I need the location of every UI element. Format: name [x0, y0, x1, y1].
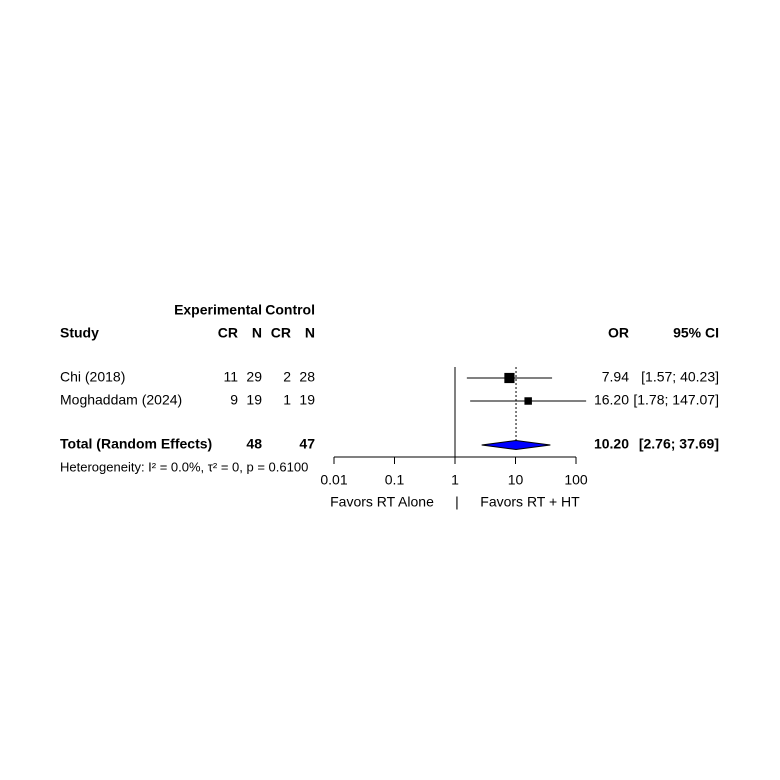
x-tick-label: 1	[451, 472, 459, 488]
ctrl-total: 28	[299, 369, 315, 385]
column-header: N	[305, 325, 315, 341]
total-exp: 48	[246, 436, 262, 452]
or-label: 7.94	[602, 369, 629, 385]
column-header: N	[252, 325, 262, 341]
heterogeneity: Heterogeneity: I² = 0.0%, τ² = 0, p = 0.…	[60, 459, 308, 474]
total-ci: [2.76; 37.69]	[639, 436, 719, 452]
x-label-separator: |	[455, 494, 459, 510]
x-label-left: Favors RT Alone	[330, 494, 434, 510]
column-header: CR	[271, 325, 291, 341]
exp-events: 9	[230, 392, 238, 408]
column-header: CR	[218, 325, 238, 341]
ctrl-total: 19	[299, 392, 315, 408]
total-ctrl: 47	[299, 436, 315, 452]
x-tick-label: 100	[564, 472, 588, 488]
ci-label: [1.78; 147.07]	[633, 392, 719, 408]
column-header: OR	[608, 325, 629, 341]
ctrl-events: 2	[283, 369, 291, 385]
group-label: Experimental	[174, 302, 262, 318]
or-square	[524, 397, 532, 405]
x-label-right: Favors RT + HT	[480, 494, 580, 510]
study-name: Moghaddam (2024)	[60, 392, 182, 408]
exp-events: 11	[223, 369, 238, 385]
pooled-diamond	[481, 439, 551, 451]
or-label: 16.20	[594, 392, 629, 408]
x-tick-label: 0.01	[320, 472, 347, 488]
group-label: Control	[265, 302, 315, 318]
column-header: Study	[60, 325, 99, 341]
ci-label: [1.57; 40.23]	[641, 369, 719, 385]
exp-total: 29	[246, 369, 262, 385]
or-square	[504, 372, 515, 384]
study-name: Chi (2018)	[60, 369, 125, 385]
column-header: 95% CI	[673, 325, 719, 341]
total-or: 10.20	[594, 436, 629, 452]
x-tick-label: 10	[508, 472, 524, 488]
total-label: Total (Random Effects)	[60, 436, 212, 452]
exp-total: 19	[246, 392, 262, 408]
ctrl-events: 1	[283, 392, 291, 408]
x-tick-label: 0.1	[385, 472, 405, 488]
